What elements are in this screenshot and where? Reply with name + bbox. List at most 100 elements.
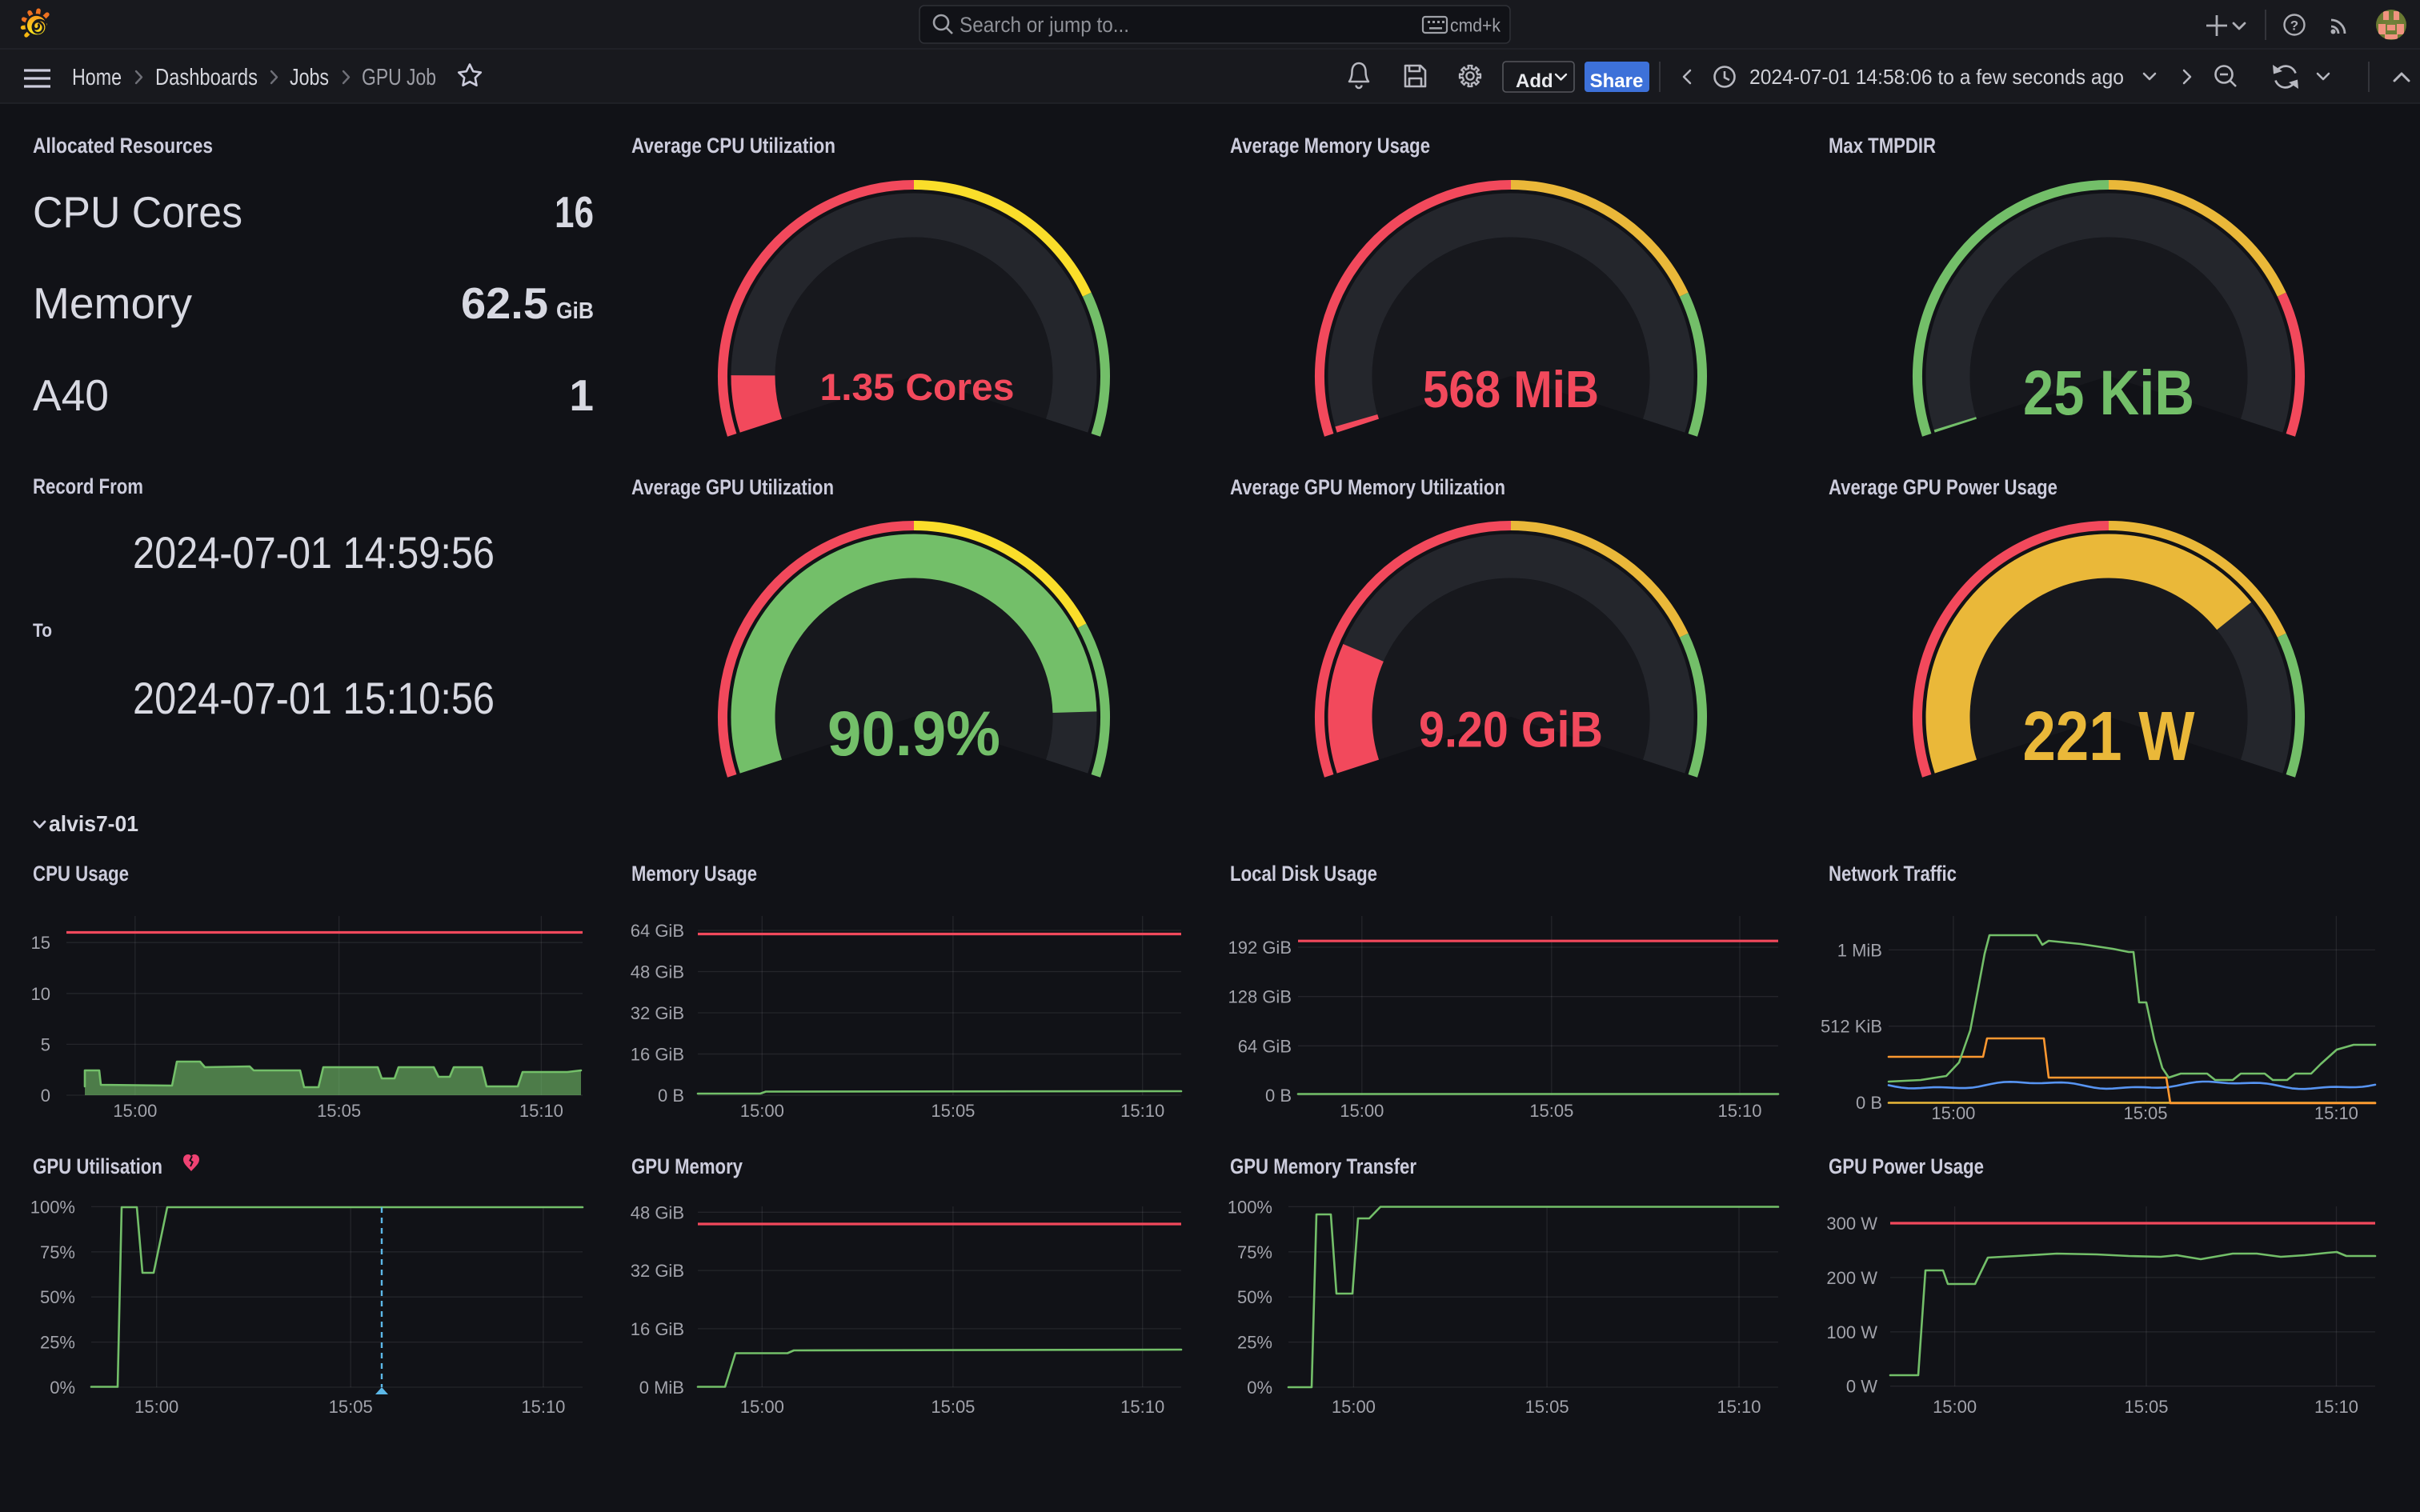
svg-text:100%: 100% [30, 1197, 75, 1217]
svg-text:64 GiB: 64 GiB [1238, 1036, 1292, 1056]
svg-text:15:00: 15:00 [1332, 1397, 1376, 1417]
svg-text:1 MiB: 1 MiB [1837, 940, 1882, 960]
svg-text:90.9%: 90.9% [827, 698, 1000, 769]
svg-text:15:05: 15:05 [931, 1101, 975, 1121]
svg-text:25%: 25% [40, 1333, 75, 1353]
svg-text:5: 5 [41, 1034, 50, 1054]
svg-text:568 MiB: 568 MiB [1423, 360, 1599, 418]
svg-text:9.20 GiB: 9.20 GiB [1419, 702, 1603, 758]
svg-text:2024-07-01 14:58:06 to a few s: 2024-07-01 14:58:06 to a few seconds ago [1749, 65, 2124, 89]
svg-text:Dashboards: Dashboards [155, 65, 258, 90]
svg-text:15:10: 15:10 [2314, 1397, 2358, 1417]
svg-text:GPU Memory Transfer: GPU Memory Transfer [1230, 1154, 1416, 1178]
svg-text:GPU Utilisation: GPU Utilisation [33, 1154, 162, 1178]
svg-text:100%: 100% [1228, 1197, 1272, 1217]
svg-text:25%: 25% [1237, 1333, 1272, 1353]
svg-text:CPU Cores: CPU Cores [33, 187, 242, 237]
svg-text:2024-07-01 14:59:56: 2024-07-01 14:59:56 [133, 527, 495, 578]
svg-text:Average GPU Utilization: Average GPU Utilization [631, 475, 834, 499]
svg-text:15:10: 15:10 [519, 1101, 563, 1121]
svg-text:CPU Usage: CPU Usage [33, 862, 129, 886]
svg-text:25 KiB: 25 KiB [2023, 357, 2194, 428]
svg-text:cmd+k: cmd+k [1450, 15, 1500, 36]
svg-text:15:00: 15:00 [134, 1397, 178, 1417]
svg-text:15: 15 [31, 933, 50, 953]
svg-text:15:00: 15:00 [113, 1101, 157, 1121]
svg-text:15:10: 15:10 [1717, 1397, 1761, 1417]
svg-text:Memory: Memory [33, 278, 192, 328]
svg-text:Jobs: Jobs [290, 65, 329, 90]
svg-text:0: 0 [41, 1086, 50, 1106]
svg-text:1: 1 [569, 370, 594, 420]
svg-text:15:10: 15:10 [521, 1397, 565, 1417]
svg-text:0 B: 0 B [1856, 1093, 1882, 1113]
svg-text:48 GiB: 48 GiB [631, 962, 684, 982]
svg-text:15:05: 15:05 [2123, 1103, 2167, 1123]
svg-text:GiB: GiB [556, 298, 594, 324]
svg-text:0 W: 0 W [1846, 1377, 1877, 1397]
svg-text:50%: 50% [40, 1287, 75, 1307]
svg-text:15:05: 15:05 [931, 1397, 975, 1417]
svg-text:16 GiB: 16 GiB [631, 1319, 684, 1339]
svg-text:Memory Usage: Memory Usage [631, 862, 757, 886]
svg-text:62.5: 62.5 [461, 278, 548, 328]
svg-text:200 W: 200 W [1826, 1268, 1877, 1288]
svg-text:15:05: 15:05 [317, 1101, 361, 1121]
svg-text:15:10: 15:10 [2314, 1103, 2358, 1123]
svg-text:64 GiB: 64 GiB [631, 921, 684, 941]
svg-text:GPU Power Usage: GPU Power Usage [1829, 1154, 1984, 1178]
svg-text:15:05: 15:05 [2124, 1397, 2168, 1417]
svg-text:Max TMPDIR: Max TMPDIR [1829, 134, 1936, 158]
svg-text:15:10: 15:10 [1717, 1101, 1761, 1121]
svg-text:Local Disk Usage: Local Disk Usage [1230, 862, 1377, 886]
svg-text:75%: 75% [1237, 1242, 1272, 1262]
svg-text:A40: A40 [33, 370, 109, 420]
svg-text:128 GiB: 128 GiB [1228, 987, 1292, 1007]
svg-text:16 GiB: 16 GiB [631, 1045, 684, 1065]
svg-text:1.35 Cores: 1.35 Cores [820, 366, 1015, 408]
svg-text:75%: 75% [40, 1242, 75, 1262]
svg-text:0%: 0% [1247, 1378, 1272, 1398]
svg-text:0%: 0% [50, 1378, 75, 1398]
svg-text:Add: Add [1516, 70, 1553, 92]
svg-text:GPU Memory: GPU Memory [631, 1154, 743, 1178]
svg-text:15:00: 15:00 [740, 1397, 784, 1417]
svg-text:Average Memory Usage: Average Memory Usage [1230, 134, 1430, 158]
svg-text:0 B: 0 B [658, 1086, 684, 1106]
svg-text:2024-07-01 15:10:56: 2024-07-01 15:10:56 [133, 673, 495, 723]
svg-text:Network Traffic: Network Traffic [1829, 862, 1957, 886]
svg-text:0 B: 0 B [1265, 1086, 1292, 1106]
svg-text:To: To [33, 620, 52, 642]
svg-text:Average GPU Memory Utilization: Average GPU Memory Utilization [1230, 475, 1505, 499]
svg-text:221 W: 221 W [2023, 698, 2196, 775]
svg-text:32 GiB: 32 GiB [631, 1003, 684, 1023]
svg-text:15:05: 15:05 [1525, 1397, 1569, 1417]
svg-text:192 GiB: 192 GiB [1228, 938, 1292, 958]
svg-text:15:05: 15:05 [329, 1397, 373, 1417]
svg-text:15:10: 15:10 [1120, 1397, 1164, 1417]
svg-text:15:00: 15:00 [1933, 1397, 1977, 1417]
svg-text:15:00: 15:00 [740, 1101, 784, 1121]
svg-text:300 W: 300 W [1826, 1214, 1877, 1234]
svg-text:GPU Job: GPU Job [362, 65, 436, 90]
svg-text:Average GPU Power Usage: Average GPU Power Usage [1829, 475, 2057, 499]
svg-text:100 W: 100 W [1826, 1322, 1877, 1342]
svg-text:Allocated Resources: Allocated Resources [33, 134, 213, 158]
svg-text:Search or jump to...: Search or jump to... [960, 13, 1129, 37]
svg-text:0 MiB: 0 MiB [639, 1378, 684, 1398]
svg-text:32 GiB: 32 GiB [631, 1261, 684, 1281]
svg-text:Average CPU Utilization: Average CPU Utilization [631, 134, 835, 158]
svg-text:512 KiB: 512 KiB [1821, 1017, 1882, 1037]
svg-text:?: ? [2290, 18, 2298, 34]
svg-text:Home: Home [72, 65, 122, 90]
svg-text:50%: 50% [1237, 1287, 1272, 1307]
svg-text:15:00: 15:00 [1340, 1101, 1384, 1121]
svg-text:Record From: Record From [33, 474, 143, 498]
svg-text:Share: Share [1590, 70, 1644, 92]
svg-text:48 GiB: 48 GiB [631, 1202, 684, 1222]
svg-text:15:05: 15:05 [1529, 1101, 1573, 1121]
svg-text:15:10: 15:10 [1120, 1101, 1164, 1121]
svg-text:16: 16 [555, 187, 594, 237]
svg-text:10: 10 [31, 984, 50, 1004]
svg-text:alvis7-01: alvis7-01 [49, 811, 138, 836]
